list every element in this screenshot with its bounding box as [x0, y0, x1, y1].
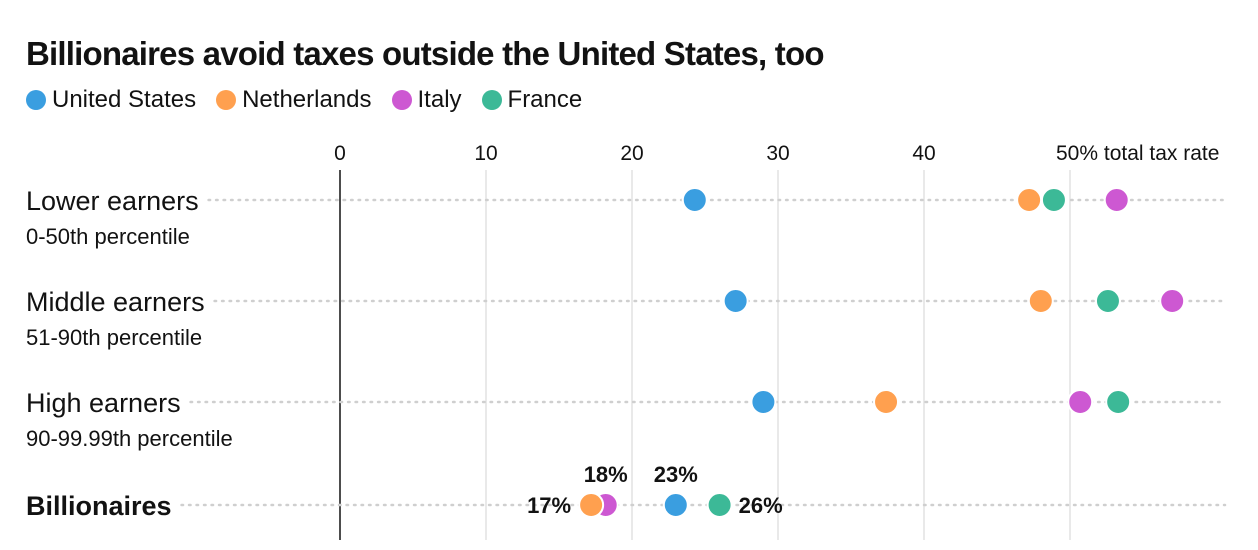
chart-title: Billionaires avoid taxes outside the Uni…: [26, 35, 824, 72]
legend-item-italy: Italy: [391, 86, 462, 114]
legend-label-united-states: United States: [52, 86, 197, 113]
row-label-billionaires: Billionaires: [26, 491, 172, 521]
dot-middle-earners-france: [1094, 288, 1121, 314]
x-tick-label-30: 30: [766, 142, 789, 165]
dot-billionaires-france: [706, 492, 733, 518]
dot-lower-earners-netherlands: [1016, 187, 1043, 213]
legend-swatch-france: [481, 90, 502, 110]
x-tick-label-0: 0: [334, 142, 346, 165]
dot-billionaires-united-states: [662, 492, 689, 518]
legend-item-united-states: United States: [26, 86, 196, 114]
legend-label-france: France: [507, 86, 583, 113]
x-tick-label-10: 10: [474, 142, 497, 165]
x-tick-label-40: 40: [912, 142, 935, 165]
data-label-france: 26%: [739, 493, 783, 518]
x-tick-label-20: 20: [620, 142, 643, 165]
legend-swatch-italy: [391, 90, 412, 110]
row-label-middle-earners: Middle earners: [26, 287, 205, 317]
dot-high-earners-netherlands: [873, 389, 900, 415]
legend-item-netherlands: Netherlands: [216, 86, 372, 114]
legend-swatch-netherlands: [216, 90, 237, 110]
legend-label-netherlands: Netherlands: [242, 86, 372, 113]
dot-billionaires-netherlands: [578, 492, 605, 518]
x-tick-label-50: 50% total tax rate: [1056, 142, 1219, 165]
dot-middle-earners-italy: [1159, 288, 1186, 314]
dot-high-earners-italy: [1067, 389, 1094, 415]
dot-lower-earners-united-states: [681, 187, 708, 213]
dot-high-earners-france: [1105, 389, 1132, 415]
dot-lower-earners-italy: [1103, 187, 1130, 213]
row-sublabel-middle-earners: 51-90th percentile: [26, 325, 202, 350]
dot-high-earners-united-states: [750, 389, 777, 415]
legend-item-france: France: [481, 86, 583, 114]
row-label-high-earners: High earners: [26, 388, 181, 418]
data-label-italy: 18%: [584, 462, 628, 487]
dot-lower-earners-france: [1040, 187, 1067, 213]
legend: United States Netherlands Italy France: [26, 86, 582, 114]
legend-label-italy: Italy: [417, 86, 462, 113]
data-label-united-states: 23%: [654, 462, 698, 487]
row-sublabel-lower-earners: 0-50th percentile: [26, 224, 190, 249]
dot-middle-earners-netherlands: [1027, 288, 1054, 314]
data-label-netherlands: 17%: [527, 493, 571, 518]
dot-middle-earners-united-states: [722, 288, 749, 314]
row-label-lower-earners: Lower earners: [26, 186, 199, 216]
legend-swatch-united-states: [26, 90, 46, 110]
row-sublabel-high-earners: 90-99.99th percentile: [26, 426, 233, 451]
